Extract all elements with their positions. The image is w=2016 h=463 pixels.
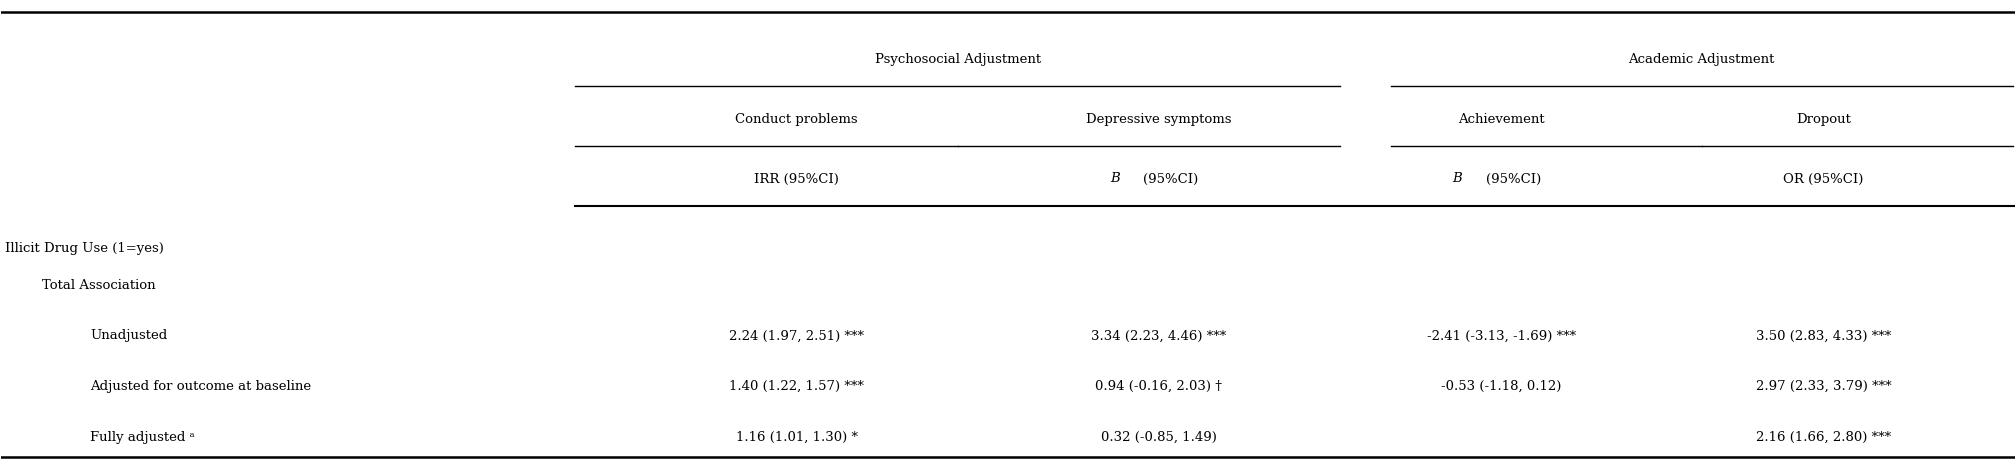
Text: IRR (95%CI): IRR (95%CI) bbox=[754, 172, 839, 185]
Text: -0.53 (-1.18, 0.12): -0.53 (-1.18, 0.12) bbox=[1441, 379, 1562, 392]
Text: Conduct problems: Conduct problems bbox=[736, 112, 859, 125]
Text: Total Association: Total Association bbox=[42, 278, 155, 291]
Text: Academic Adjustment: Academic Adjustment bbox=[1629, 52, 1774, 65]
Text: OR (95%CI): OR (95%CI) bbox=[1784, 172, 1863, 185]
Text: Adjusted for outcome at baseline: Adjusted for outcome at baseline bbox=[91, 379, 310, 392]
Text: Achievement: Achievement bbox=[1458, 112, 1544, 125]
Text: 3.50 (2.83, 4.33) ***: 3.50 (2.83, 4.33) *** bbox=[1756, 329, 1891, 342]
Text: 2.16 (1.66, 2.80) ***: 2.16 (1.66, 2.80) *** bbox=[1756, 430, 1891, 443]
Text: Psychosocial Adjustment: Psychosocial Adjustment bbox=[875, 52, 1040, 65]
Text: Unadjusted: Unadjusted bbox=[91, 329, 167, 342]
Text: 0.32 (-0.85, 1.49): 0.32 (-0.85, 1.49) bbox=[1101, 430, 1218, 443]
Text: -2.41 (-3.13, -1.69) ***: -2.41 (-3.13, -1.69) *** bbox=[1427, 329, 1577, 342]
Text: 3.34 (2.23, 4.46) ***: 3.34 (2.23, 4.46) *** bbox=[1091, 329, 1226, 342]
Text: Illicit Drug Use (1=yes): Illicit Drug Use (1=yes) bbox=[6, 241, 163, 254]
Text: Depressive symptoms: Depressive symptoms bbox=[1087, 112, 1232, 125]
Text: 2.97 (2.33, 3.79) ***: 2.97 (2.33, 3.79) *** bbox=[1756, 379, 1891, 392]
Text: 1.40 (1.22, 1.57) ***: 1.40 (1.22, 1.57) *** bbox=[730, 379, 865, 392]
Text: Fully adjusted ᵃ: Fully adjusted ᵃ bbox=[91, 430, 196, 443]
Text: 2.24 (1.97, 2.51) ***: 2.24 (1.97, 2.51) *** bbox=[730, 329, 865, 342]
Text: B: B bbox=[1111, 172, 1119, 185]
Text: 1.16 (1.01, 1.30) *: 1.16 (1.01, 1.30) * bbox=[736, 430, 857, 443]
Text: (95%CI): (95%CI) bbox=[1143, 172, 1200, 185]
Text: Dropout: Dropout bbox=[1796, 112, 1851, 125]
Text: B: B bbox=[1452, 172, 1462, 185]
Text: 0.94 (-0.16, 2.03) †: 0.94 (-0.16, 2.03) † bbox=[1095, 379, 1222, 392]
Text: (95%CI): (95%CI) bbox=[1486, 172, 1540, 185]
